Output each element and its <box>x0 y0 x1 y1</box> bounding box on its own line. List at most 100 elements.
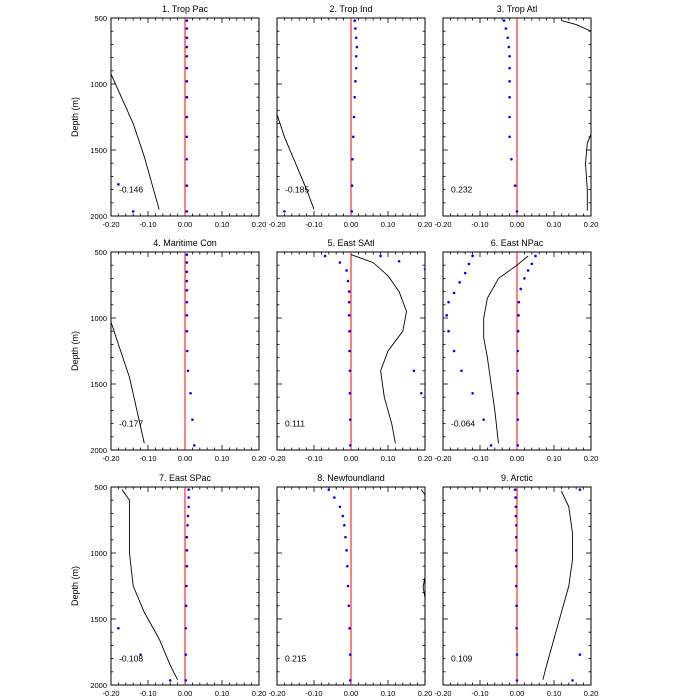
data-point <box>523 277 526 280</box>
data-point <box>508 115 511 119</box>
plot-area <box>117 487 190 685</box>
x-tick-label: -0.10 <box>471 454 488 463</box>
data-point <box>341 514 345 518</box>
data-point <box>514 523 518 527</box>
data-point <box>347 314 351 317</box>
x-tick-label: -0.20 <box>434 689 451 698</box>
data-point <box>508 66 511 70</box>
data-point <box>338 505 342 509</box>
data-point <box>379 254 382 258</box>
data-point <box>185 210 189 213</box>
plot-area <box>277 18 359 216</box>
x-tick-label: 0.00 <box>178 454 193 463</box>
panel-title: 3. Trop Atl <box>497 4 538 14</box>
profile-curve <box>585 134 591 211</box>
panel-1: -0.20 -0.10 0.00 0.10 0.20 500 1000 1500 2000 Dep… <box>70 4 266 229</box>
data-point <box>354 54 358 58</box>
data-point <box>578 488 582 491</box>
panel-title: 4. Maritime Con <box>153 238 217 248</box>
data-point <box>397 259 401 263</box>
data-point <box>471 254 474 258</box>
data-point <box>526 269 530 272</box>
panel-2: -0.20 -0.10 0.00 0.10 0.20 2. Trop Ind -0.185 <box>268 4 432 229</box>
y-tick-label: 2000 <box>90 446 107 455</box>
panel-title: 8. Newfoundland <box>317 473 385 483</box>
data-point <box>515 653 519 656</box>
y-tick-label: 1500 <box>90 146 107 155</box>
x-tick-label: 0.10 <box>381 689 396 698</box>
data-point <box>354 66 358 70</box>
data-point <box>348 391 352 395</box>
x-tick-label: 0.20 <box>584 689 599 698</box>
correlation-label: -0.177 <box>119 419 143 429</box>
data-point <box>185 329 189 333</box>
data-point <box>504 27 508 30</box>
y-tick-label: 1000 <box>90 314 107 323</box>
data-point <box>348 444 352 447</box>
y-tick-label: 1500 <box>90 380 107 389</box>
correlation-label: -0.108 <box>119 654 143 664</box>
plot-area <box>445 252 537 450</box>
x-tick-label: 0.20 <box>584 454 599 463</box>
panel-title: 7. East SPac <box>159 473 212 483</box>
data-point <box>513 488 517 491</box>
data-point <box>185 253 189 256</box>
x-tick-label: -0.20 <box>434 220 451 229</box>
data-point <box>530 262 534 266</box>
x-tick-label: 0.10 <box>215 220 230 229</box>
data-point <box>354 80 357 83</box>
correlation-label: -0.146 <box>119 185 143 195</box>
data-point <box>463 271 467 275</box>
panel-4: -0.20 -0.10 0.00 0.10 0.20 500 1000 1500 2000 Dep… <box>70 238 266 463</box>
data-point <box>516 369 520 373</box>
data-point <box>185 115 189 119</box>
plot-area <box>111 252 196 450</box>
x-tick-label: 0.20 <box>418 689 433 698</box>
data-point <box>185 36 189 40</box>
x-tick-label: -0.10 <box>305 454 322 463</box>
profile-curve <box>542 490 573 680</box>
data-point <box>514 505 518 509</box>
data-point <box>346 564 349 568</box>
data-point <box>186 369 190 373</box>
data-point <box>514 514 518 518</box>
data-point <box>516 418 520 421</box>
data-point <box>346 584 350 588</box>
data-point <box>187 488 190 491</box>
x-tick-label: -0.10 <box>139 454 156 463</box>
x-tick-label: 0.20 <box>418 454 433 463</box>
x-tick-label: 0.20 <box>252 220 267 229</box>
x-tick-label: -0.10 <box>305 689 322 698</box>
panel-title: 2. Trop Ind <box>329 4 372 14</box>
profile-curve <box>420 489 425 496</box>
data-point <box>185 261 189 264</box>
panel-title: 6. East NPac <box>491 238 544 248</box>
data-point <box>185 80 189 83</box>
data-point <box>185 279 189 283</box>
panel-9: -0.20 -0.10 0.00 0.10 0.20 9. Arctic 0.109 <box>434 473 598 698</box>
data-point <box>346 279 350 283</box>
data-point <box>351 157 354 161</box>
data-point <box>185 549 189 552</box>
panel-3: -0.20 -0.10 0.00 0.10 0.20 3. Trop Atl 0.232 <box>434 4 598 229</box>
data-point <box>452 291 456 295</box>
data-point <box>185 135 189 139</box>
plot-area <box>502 18 591 216</box>
data-point <box>184 653 188 656</box>
data-point <box>447 329 450 333</box>
data-point <box>184 604 188 608</box>
y-tick-label: 500 <box>94 483 107 492</box>
y-tick-label: 500 <box>94 248 107 257</box>
data-point <box>352 115 356 119</box>
data-point <box>515 604 518 608</box>
data-point <box>510 157 513 161</box>
data-point <box>578 653 582 656</box>
data-point <box>348 653 352 656</box>
data-point <box>516 349 520 353</box>
data-point <box>514 564 518 568</box>
x-tick-label: -0.20 <box>102 220 119 229</box>
data-point <box>117 626 120 630</box>
data-point <box>185 564 189 568</box>
data-point <box>517 300 521 304</box>
y-tick-label: 2000 <box>90 681 107 690</box>
